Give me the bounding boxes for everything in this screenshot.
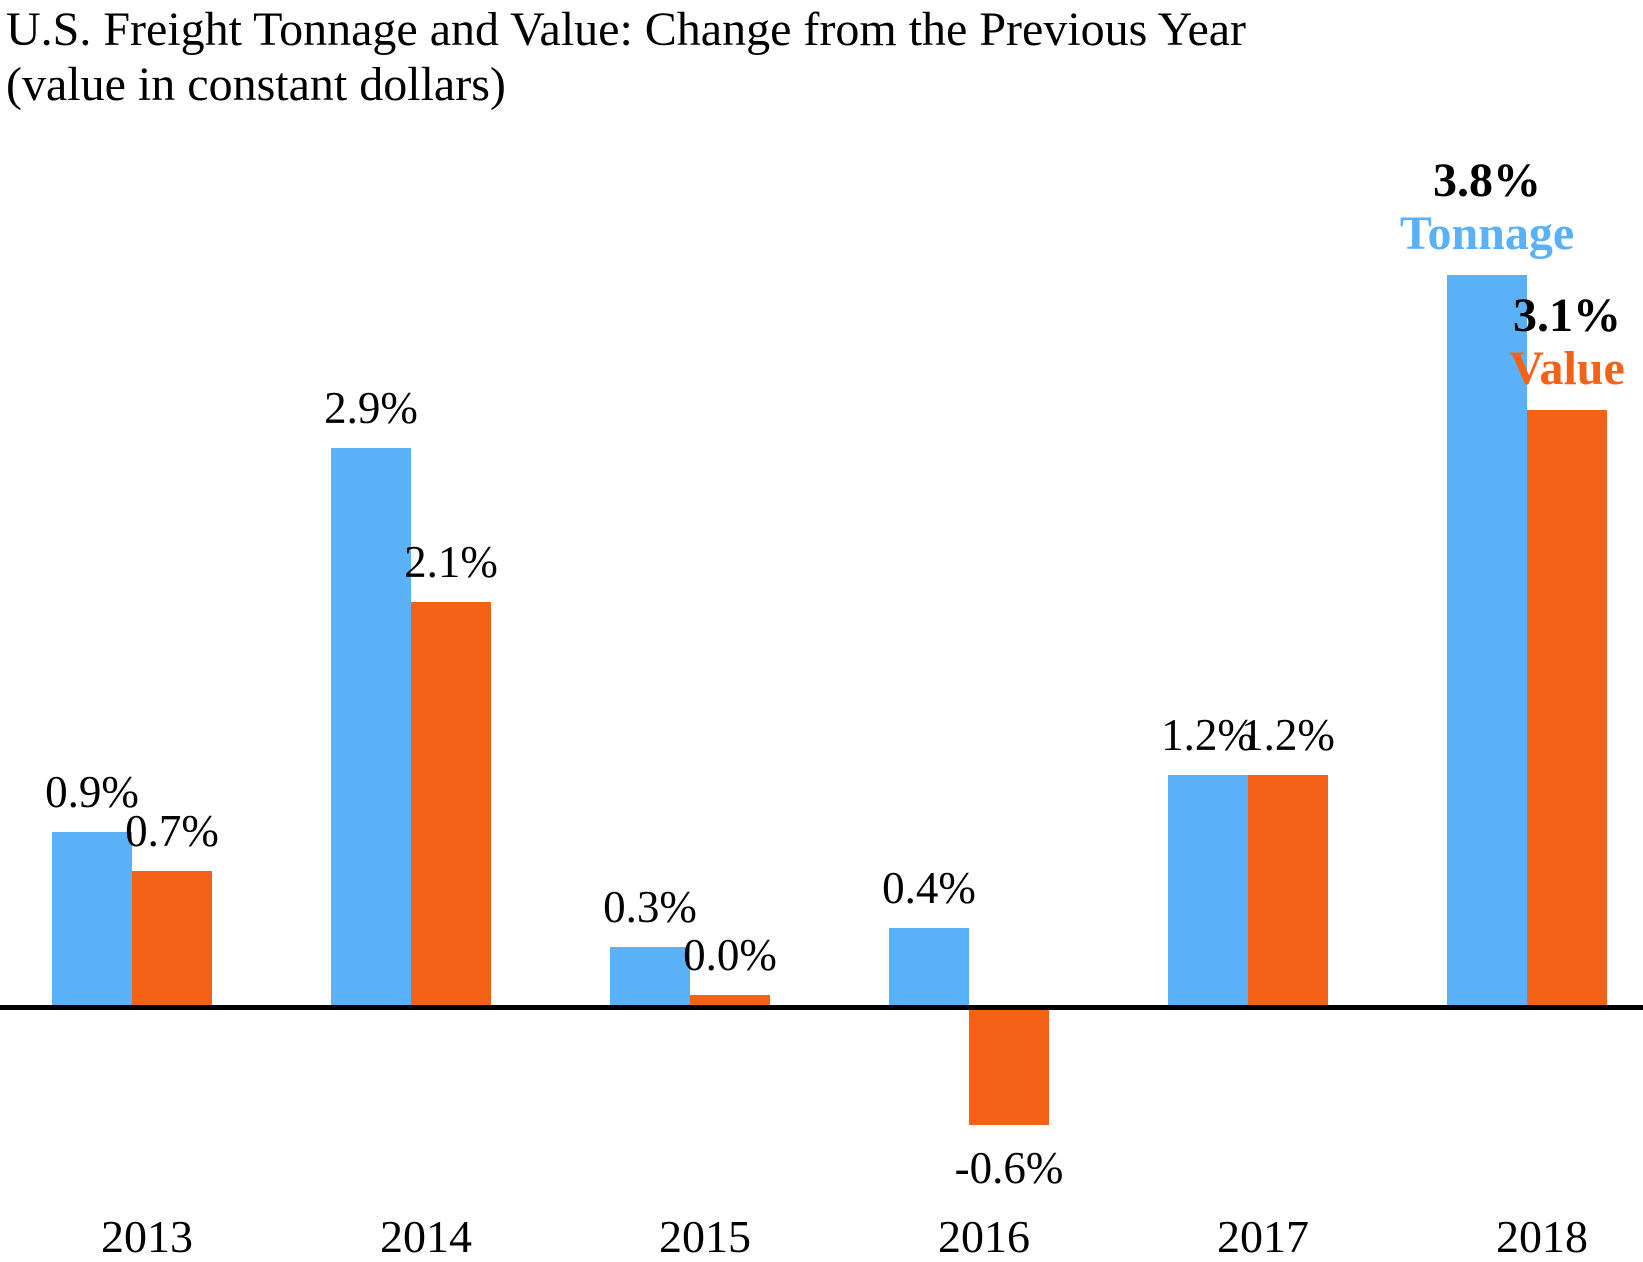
data-label: 1.2%	[1241, 710, 1335, 760]
x-tick-label-2013: 2013	[101, 1211, 193, 1262]
bar-label-tonnage-2015: 0.3%	[603, 882, 697, 932]
series-name-label: Value	[1509, 342, 1625, 395]
bar-value-2018	[1527, 410, 1607, 1005]
bar-label-tonnage-2013: 0.9%	[45, 767, 139, 817]
x-tick-label-2017: 2017	[1217, 1211, 1309, 1262]
bar-label-tonnage-2018: 3.8% Tonnage	[1400, 154, 1574, 260]
bar-label-value-2013: 0.7%	[125, 806, 219, 856]
data-label: -0.6%	[954, 1143, 1064, 1193]
bar-label-tonnage-2014: 2.9%	[324, 383, 418, 433]
bar-label-tonnage-2016: 0.4%	[882, 863, 976, 913]
x-tick-label-2016: 2016	[938, 1211, 1030, 1262]
bar-value-2014	[411, 602, 491, 1005]
x-axis-line	[0, 1005, 1643, 1010]
chart-subtitle: (value in constant dollars)	[6, 58, 506, 111]
data-label: 1.2%	[1161, 710, 1255, 760]
bar-tonnage-2016	[889, 928, 969, 1005]
bar-tonnage-2017	[1168, 775, 1248, 1005]
bar-tonnage-2013	[52, 832, 132, 1005]
bar-label-value-2014: 2.1%	[404, 537, 498, 587]
chart-title: U.S. Freight Tonnage and Value: Change f…	[6, 3, 1247, 56]
bar-label-tonnage-2017: 1.2%	[1161, 710, 1255, 760]
bar-label-value-2016: -0.6%	[955, 1143, 1064, 1193]
chart-header: U.S. Freight Tonnage and Value: Change f…	[6, 2, 1246, 112]
bar-tonnage-2015	[610, 947, 690, 1005]
x-tick-label-2015: 2015	[659, 1211, 751, 1262]
data-label: 2.9%	[324, 383, 418, 433]
data-label: 3.8%	[1433, 154, 1541, 207]
bar-label-value-2018: 3.1% Value	[1509, 289, 1625, 395]
bar-tonnage-2014	[331, 448, 411, 1005]
data-label: 0.0%	[683, 930, 777, 980]
bar-value-2016	[969, 1010, 1049, 1125]
bar-label-value-2015: 0.0%	[683, 930, 777, 980]
series-name-label: Tonnage	[1399, 207, 1575, 260]
data-label: 0.4%	[882, 863, 976, 913]
data-label: 0.9%	[45, 767, 139, 817]
data-label: 2.1%	[404, 537, 498, 587]
data-label: 3.1%	[1513, 289, 1621, 342]
bar-label-value-2017: 1.2%	[1241, 710, 1335, 760]
data-label: 0.7%	[125, 806, 219, 856]
bar-value-2017	[1248, 775, 1328, 1005]
x-tick-label-2018: 2018	[1496, 1211, 1588, 1262]
bar-value-2013	[132, 871, 212, 1005]
bar-value-2015	[690, 995, 770, 1005]
x-tick-label-2014: 2014	[380, 1211, 472, 1262]
data-label: 0.3%	[603, 882, 697, 932]
bar-tonnage-2018	[1447, 275, 1527, 1005]
